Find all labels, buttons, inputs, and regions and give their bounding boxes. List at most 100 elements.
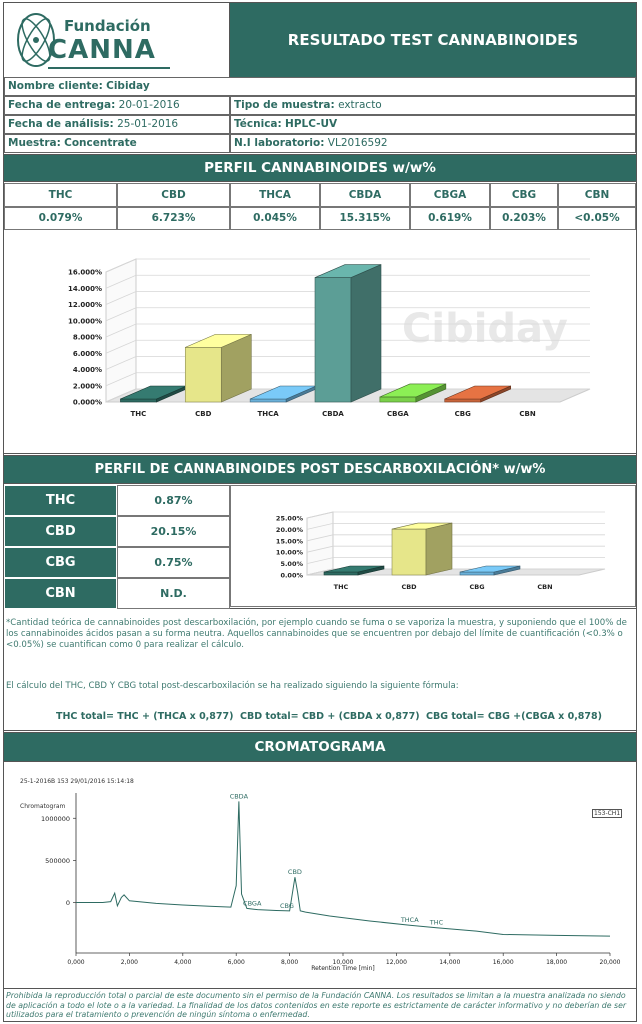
post-chart-box: 25.00% 20.00% 15.00% 10.00% 5.00% 0.00% THC CBD… [230, 485, 636, 607]
y-tick-label: 0.000% [73, 399, 102, 407]
x-tick-label: CBDA [322, 410, 344, 418]
delivery-cell: Fecha de entrega: 20-01-2016 [4, 96, 230, 115]
bar-cbd [391, 528, 427, 576]
x-tick-label: THC [131, 410, 147, 418]
bar-top-cbd [391, 522, 453, 530]
post-bar-chart: 25.00% 20.00% 15.00% 10.00% 5.00% 0.00% THC CBD… [276, 511, 606, 591]
x-tick-label: 16,000 [493, 959, 514, 966]
x-axis-label: Retention Time [min] [311, 965, 374, 972]
x-tick-label: CBGA [387, 410, 409, 418]
y-tick-label: 5.00% [280, 560, 303, 568]
x-tick-label: CBD [195, 410, 211, 418]
grid-line [306, 545, 605, 553]
chromatogram-trace [76, 801, 611, 937]
bar-side-cbd [425, 522, 453, 576]
delivery-label: Fecha de entrega: [8, 99, 116, 111]
header-title-bar: RESULTADO TEST CANNABINOIDES [230, 3, 636, 77]
peak-label-cbda: CBDA [230, 792, 249, 800]
technique-label: Técnica: [234, 118, 282, 130]
sample-type-cell: Tipo de muestra: extracto [230, 96, 636, 115]
profile-header-cbn: CBN [558, 183, 636, 207]
x-tick-label: 8,000 [281, 959, 298, 966]
analysis-label: Fecha de análisis: [8, 118, 114, 130]
note-text: *Cantidad teórica de cannabinoides post … [6, 618, 627, 650]
bar-side-cbda [350, 264, 382, 403]
post-value-cbn: N.D. [117, 578, 230, 609]
analysis-value: 25-01-2016 [117, 118, 179, 130]
profile-header-cbd: CBD [117, 183, 230, 207]
y-tick-label: 8.000% [73, 334, 102, 342]
logo-underline [48, 67, 170, 69]
x-tick-label: 18,000 [546, 959, 567, 966]
logo-area: Fundación CANNA [4, 3, 230, 77]
profile-value-cbga: 0.619% [410, 207, 490, 230]
x-tick-label: 14,000 [439, 959, 460, 966]
x-tick-label: CBG [455, 410, 471, 418]
x-tick-label: 10,000 [333, 959, 354, 966]
watermark: Cibiday [402, 306, 568, 352]
x-tick-label: 0,000 [67, 959, 84, 966]
y-tick-label: 0 [66, 899, 70, 907]
x-tick-label: CBD [401, 583, 417, 591]
formula-intro: El cálculo del THC, CBD Y CBG total post… [6, 681, 459, 691]
y-tick-label: 1000000 [41, 815, 70, 823]
y-tick-label: 25.00% [276, 515, 304, 523]
y-tick-label: 15.00% [276, 537, 304, 545]
channel-tag: 153-CH1 [592, 809, 623, 818]
post-label-cbn: CBN [4, 578, 117, 609]
grid-line [105, 372, 590, 387]
bar-top-cbda [314, 264, 382, 278]
sample-value: Concentrate [64, 137, 137, 149]
report-page: Fundación CANNA RESULTADO TEST CANNABINO… [3, 2, 637, 1022]
lab-cell: N.I laboratorio: VL2016592 [230, 134, 636, 153]
lab-value: VL2016592 [327, 137, 388, 149]
grid-line [306, 534, 605, 542]
delivery-value: 20-01-2016 [118, 99, 180, 111]
post-value-thc: 0.87% [117, 485, 230, 516]
post-label-cbg: CBG [4, 547, 117, 578]
peak-label-thc: THC [429, 919, 444, 927]
footer-text: Prohibida la reproducción total o parcia… [6, 991, 627, 1019]
profile-value-thc: 0.079% [4, 207, 117, 230]
profile-value-cbd: 6.723% [117, 207, 230, 230]
logo-line2: CANNA [48, 35, 156, 65]
profile-value-thca: 0.045% [230, 207, 320, 230]
technique-value: HPLC-UV [285, 118, 338, 130]
profile-value-cbg: 0.203% [490, 207, 558, 230]
grid-line [105, 323, 590, 338]
formula-cbd: CBD total= CBD + (CBDA x 0,877) [240, 711, 420, 722]
profile-bar-chart: Cibiday 16.000% 14.000% 12.000% 10.000% 8.000… [68, 258, 591, 418]
y-tick-label: 2.000% [73, 382, 102, 390]
grid-line [105, 291, 590, 305]
bar-thc [120, 398, 157, 403]
x-tick-label: THCA [258, 410, 280, 418]
profile-chart-box: Cibiday 16.000% 14.000% 12.000% 10.000% 8.000… [4, 230, 636, 454]
sample-type-value: extracto [338, 99, 382, 111]
bar-top-cbd [185, 334, 252, 348]
bar-cbg [459, 571, 495, 576]
run-label: 25-1-2016B 153 29/01/2016 15:14:18 [20, 778, 134, 785]
bar-cbga [379, 396, 417, 403]
peak-label-cbd: CBD [288, 868, 302, 876]
y-tick-label: 14.000% [68, 285, 102, 293]
technique-cell: Técnica: HPLC-UV [230, 115, 636, 134]
chromatogram-title: CROMATOGRAMA [4, 732, 636, 762]
y-tick-label: 0.00% [280, 572, 303, 580]
sample-cell: Muestra: Concentrate [4, 134, 230, 153]
chromatogram-chart: 1000000 500000 0 0,000 2,000 4,000 6,000 8,000 1… [41, 792, 621, 972]
profile-header-cbga: CBGA [410, 183, 490, 207]
profile-header-cbda: CBDA [320, 183, 410, 207]
post-title: PERFIL DE CANNABINOIDES POST DESCARBOXIL… [4, 455, 636, 484]
profile-header-thca: THCA [230, 183, 320, 207]
x-tick-label: CBN [537, 583, 552, 591]
sample-label: Muestra: [8, 137, 61, 149]
x-tick-label: 20,000 [600, 959, 621, 966]
notes-box: *Cantidad teórica de cannabinoides post … [4, 608, 636, 731]
profile-title: PERFIL CANNABINOIDES w/w% [4, 154, 636, 182]
bar-cbg [444, 398, 482, 403]
client-value: Cibiday [106, 80, 150, 92]
client-label: Nombre cliente: [8, 80, 103, 92]
x-tick-label: CBG [469, 583, 484, 591]
post-label-cbd: CBD [4, 516, 117, 547]
bar-top-cbg [459, 565, 521, 573]
